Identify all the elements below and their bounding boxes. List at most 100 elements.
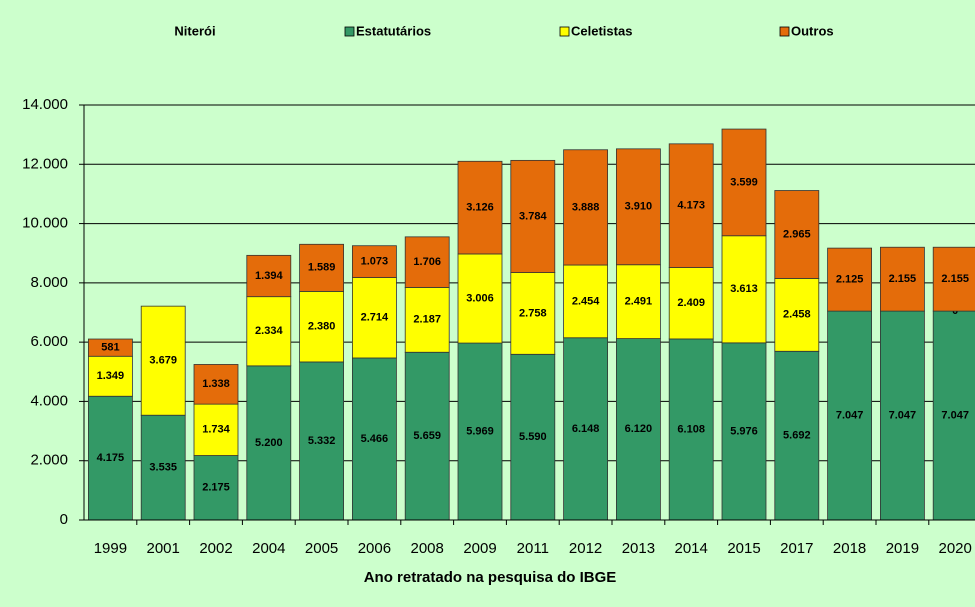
bar-segment xyxy=(827,247,872,312)
x-tick-label: 2009 xyxy=(463,540,496,557)
x-tick-label: 2020 xyxy=(939,540,972,557)
bar-segment xyxy=(140,305,186,416)
bar-segment xyxy=(721,235,767,344)
bar-segment xyxy=(140,414,186,521)
bar-segment xyxy=(774,190,820,279)
data-label: 2.454 xyxy=(572,295,600,307)
data-label: 5.200 xyxy=(255,437,283,449)
data-label: 5.659 xyxy=(413,430,441,442)
bar-segment xyxy=(932,246,975,312)
data-label: 6.108 xyxy=(677,423,705,435)
data-label: 5.976 xyxy=(730,425,758,437)
y-tick-label: 4.000 xyxy=(30,392,68,409)
data-label: 5.590 xyxy=(519,431,547,443)
legend-swatch xyxy=(559,26,570,37)
bar-segment xyxy=(88,355,133,397)
x-tick-label: 2017 xyxy=(780,540,813,557)
data-label: 1.349 xyxy=(97,370,125,382)
bar-segment xyxy=(827,310,872,521)
data-label: 5.466 xyxy=(361,433,389,445)
data-label: 3.888 xyxy=(572,201,600,213)
data-label: 2.409 xyxy=(677,297,705,309)
x-tick-label: 2018 xyxy=(833,540,866,557)
data-label: 3.910 xyxy=(625,201,653,213)
data-label: 1.073 xyxy=(361,256,389,268)
data-label: 2.155 xyxy=(889,273,917,285)
data-label: 1.338 xyxy=(202,378,230,390)
data-label: 3.784 xyxy=(519,210,547,222)
data-label: 7.047 xyxy=(941,409,969,421)
bar-segment xyxy=(880,246,925,312)
data-label: 3.126 xyxy=(466,202,494,214)
data-label: 2.187 xyxy=(413,314,441,326)
x-tick-label: 2011 xyxy=(517,540,549,557)
bar-segment xyxy=(721,128,767,237)
x-tick-label: 2002 xyxy=(199,540,232,557)
bar-segment xyxy=(668,267,714,340)
bar-segment xyxy=(193,455,239,521)
data-label: 2.965 xyxy=(783,228,811,240)
bar-segment xyxy=(510,159,556,273)
legend-swatch xyxy=(344,26,355,37)
bar-segment xyxy=(880,310,925,521)
data-label: 2.380 xyxy=(308,321,336,333)
x-tick-label: 2006 xyxy=(358,540,391,557)
x-axis-title: Ano retratado na pesquisa do IBGE xyxy=(364,569,617,586)
data-label: 5.332 xyxy=(308,435,336,447)
bar-segment xyxy=(616,148,661,266)
data-label: 2.758 xyxy=(519,307,547,319)
bar-segment xyxy=(299,243,345,292)
x-tick-label: 2014 xyxy=(675,540,708,557)
bar-segment xyxy=(246,365,292,521)
bar-segment xyxy=(563,337,608,521)
data-label: 5.969 xyxy=(466,425,494,437)
legend-label: Outros xyxy=(791,23,834,38)
data-label: 1.734 xyxy=(202,424,230,436)
data-label: 5.692 xyxy=(783,430,811,442)
data-label: 3.613 xyxy=(730,283,758,295)
data-label: 7.047 xyxy=(836,409,864,421)
x-tick-label: 2013 xyxy=(622,540,655,557)
data-label: 3.535 xyxy=(149,462,177,474)
data-label: 1.706 xyxy=(413,256,441,268)
bar-segment xyxy=(616,264,661,339)
y-tick-label: 10.000 xyxy=(22,215,68,232)
data-label: 3.006 xyxy=(466,292,494,304)
data-label: 2.334 xyxy=(255,325,283,337)
data-label: 2.175 xyxy=(202,482,230,494)
bar-segment xyxy=(404,351,450,521)
bar-segment xyxy=(193,364,239,405)
data-label: 1.394 xyxy=(255,270,283,282)
bar-segment xyxy=(88,395,133,521)
data-label: 2.491 xyxy=(625,296,653,308)
x-tick-label: 2008 xyxy=(411,540,444,557)
bar-segment xyxy=(88,338,133,357)
x-tick-label: 2012 xyxy=(569,540,602,557)
y-tick-label: 12.000 xyxy=(22,155,68,172)
data-label: 1.589 xyxy=(308,262,336,274)
bar-segment xyxy=(193,403,239,456)
x-tick-label: 2019 xyxy=(886,540,919,557)
legend-swatch xyxy=(779,26,790,37)
legend-label: Celetistas xyxy=(571,23,632,38)
data-label: 2.714 xyxy=(361,312,389,324)
bar-segment xyxy=(932,310,975,521)
y-tick-label: 0 xyxy=(60,511,68,528)
bar-segment xyxy=(404,236,450,288)
data-label: 581 xyxy=(101,342,119,354)
data-label: 6.148 xyxy=(572,423,600,435)
y-tick-label: 14.000 xyxy=(22,96,68,113)
data-label: 3.599 xyxy=(730,176,758,188)
legend-label: Estatutários xyxy=(356,23,431,38)
bar-segment xyxy=(774,278,820,352)
data-label: 3.679 xyxy=(149,355,177,367)
bar-segment xyxy=(510,272,556,355)
bar-segment xyxy=(246,254,292,298)
bar-segment xyxy=(563,149,608,266)
bar-segment xyxy=(246,296,292,367)
data-label: 2.125 xyxy=(836,274,864,286)
x-tick-label: 2004 xyxy=(252,540,285,557)
y-tick-label: 2.000 xyxy=(30,452,68,469)
